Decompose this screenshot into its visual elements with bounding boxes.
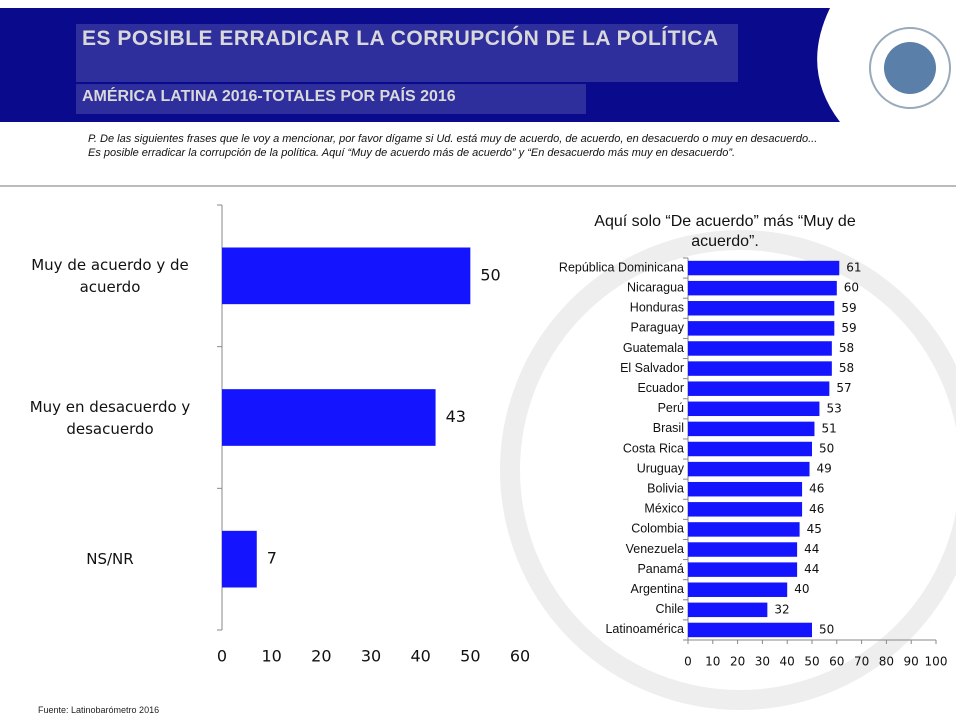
value-label: 46 [809,482,824,496]
category-label: Brasil [653,421,684,435]
category-label: Latinoamérica [605,622,684,636]
x-tick-label: 80 [879,655,894,669]
category-label: Chile [656,602,685,616]
bar [222,530,257,588]
x-tick-label: 100 [925,655,948,669]
category-label: Honduras [630,301,684,315]
value-label: 60 [844,281,859,295]
category-label: Argentina [630,582,684,596]
value-label: 44 [804,562,819,576]
value-label: 50 [819,442,834,456]
value-label: 59 [841,321,856,335]
value-label: 50 [480,265,500,284]
x-tick-label: 40 [410,647,430,666]
x-tick-label: 10 [261,647,281,666]
bar [222,389,436,446]
category-label: Muy en desacuerdo y desacuerdo [29,397,191,438]
bar [688,401,820,417]
bar [688,562,798,577]
bar [688,301,835,316]
category-label: Guatemala [623,341,684,355]
bar [688,522,800,537]
x-tick-label: 50 [804,655,819,669]
value-label: 58 [839,341,854,355]
category-label: Perú [658,401,684,415]
x-tick-label: 70 [854,655,869,669]
bar [222,247,471,305]
value-label: 58 [839,361,854,375]
x-tick-label: 20 [311,647,331,666]
category-label: Venezuela [626,542,684,556]
value-label: 45 [807,522,822,536]
value-label: 49 [817,462,832,476]
bar [688,280,837,296]
question: P. De las siguientes frases que le voy a… [88,133,818,159]
source: Fuente: Latinobarómetro 2016 [38,705,160,715]
value-label: 43 [446,407,466,426]
bar [688,341,832,356]
category-label: Costa Rica [623,441,684,455]
x-tick-label: 60 [510,647,530,666]
category-label: República Dominicana [559,260,684,274]
value-label: 50 [819,622,834,636]
value-label: 51 [821,421,836,435]
bar [688,361,832,376]
bar [688,461,810,477]
bar [688,622,812,638]
x-tick-label: 0 [684,655,692,669]
x-tick-label: 60 [829,655,844,669]
category-label: Paraguay [630,321,684,335]
x-tick-label: 30 [755,655,770,669]
x-tick-label: 30 [361,647,381,666]
bar [688,260,840,276]
title: ES POSIBLE ERRADICAR LA CORRUPCIÓN DE LA… [82,27,719,50]
subtitle: AMÉRICA LATINA 2016-TOTALES POR PAÍS 201… [82,88,456,105]
x-tick-label: 40 [780,655,795,669]
value-label: 44 [804,542,819,556]
category-label: Colombia [631,522,684,536]
bar [688,602,768,618]
bar [688,502,803,517]
category-label: Panamá [637,562,684,576]
x-tick-label: 90 [904,655,919,669]
bar [688,542,798,557]
category-label: El Salvador [620,361,684,375]
bar [688,321,835,336]
value-label: 59 [841,301,856,315]
bar [688,421,815,437]
x-tick-label: 20 [730,655,745,669]
category-label: Uruguay [637,461,685,475]
bar [688,381,830,396]
value-label: 40 [794,582,809,596]
value-label: 57 [836,381,851,395]
subtitle-box [76,84,586,114]
category-label: México [644,502,684,516]
category-label: Bolivia [647,482,684,496]
value-label: 46 [809,502,824,516]
chart-title: Aquí solo “De acuerdo” más “Muy de acuer… [594,213,856,250]
title-box [76,24,738,82]
value-label: 53 [826,401,841,415]
value-label: 61 [846,261,861,275]
category-label: Ecuador [637,381,684,395]
header-band [0,8,956,122]
bar [688,582,788,597]
category-label: Muy de acuerdo y de acuerdo [31,255,189,296]
watermark [500,230,956,710]
logo-globe [884,42,936,94]
value-label: 32 [774,602,789,616]
bar [688,441,812,457]
value-label: 7 [267,549,277,568]
category-label: NS/NR [86,550,134,569]
x-tick-label: 10 [705,655,720,669]
x-tick-label: 50 [460,647,480,666]
category-label: Nicaragua [627,280,684,294]
x-tick-label: 0 [217,647,227,666]
bar [688,481,803,497]
